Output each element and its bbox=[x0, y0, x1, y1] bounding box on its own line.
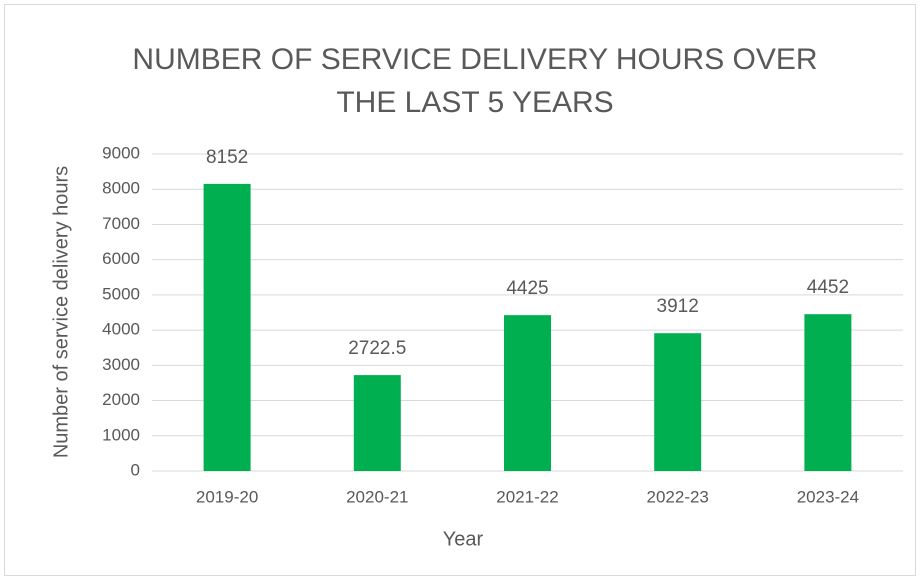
y-tick-label: 6000 bbox=[102, 249, 140, 268]
y-axis-label: Number of service delivery hours bbox=[50, 166, 72, 458]
y-tick-label: 5000 bbox=[102, 284, 140, 303]
y-tick-label: 7000 bbox=[102, 214, 140, 233]
bar bbox=[654, 333, 702, 471]
x-tick-label: 2019-20 bbox=[196, 487, 258, 506]
x-tick-label: 2021-22 bbox=[496, 487, 558, 506]
chart-title: NUMBER OF SERVICE DELIVERY HOURS OVER TH… bbox=[132, 43, 818, 119]
value-label: 4425 bbox=[506, 278, 548, 299]
bar bbox=[504, 315, 551, 471]
y-tick-label: 3000 bbox=[102, 355, 140, 374]
x-tick-label: 2023-24 bbox=[797, 487, 859, 506]
y-tick-label: 9000 bbox=[102, 143, 140, 162]
x-tick-label: 2020-21 bbox=[346, 487, 408, 506]
value-label: 3912 bbox=[657, 296, 699, 317]
y-tick-label: 8000 bbox=[102, 179, 140, 198]
x-axis-label: Year bbox=[443, 528, 484, 550]
value-label: 8152 bbox=[206, 147, 248, 168]
y-tick-label: 4000 bbox=[102, 320, 140, 339]
y-tick-label: 2000 bbox=[102, 390, 140, 409]
y-tick-label: 1000 bbox=[102, 425, 140, 444]
bar bbox=[203, 183, 251, 471]
chart-frame bbox=[4, 4, 916, 576]
value-label: 2722.5 bbox=[348, 338, 406, 359]
bar bbox=[353, 375, 401, 471]
x-tick-label: 2022-23 bbox=[647, 487, 709, 506]
y-tick-label: 0 bbox=[131, 460, 140, 479]
value-label: 4452 bbox=[807, 277, 849, 298]
bar bbox=[804, 314, 852, 471]
